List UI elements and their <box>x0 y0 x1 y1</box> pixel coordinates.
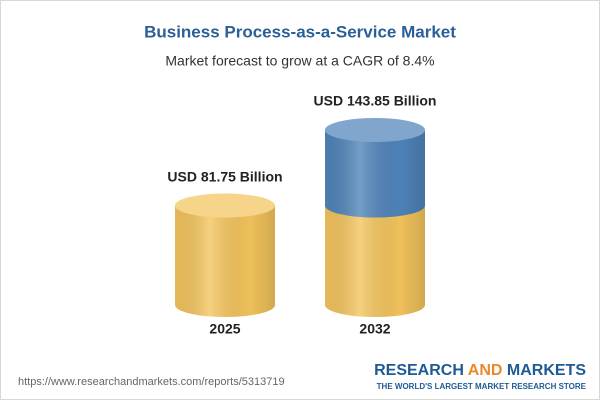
value-label: USD 143.85 Billion <box>314 93 437 109</box>
cylinder-top-highlight <box>325 118 425 142</box>
tagline: THE WORLD'S LARGEST MARKET RESEARCH STOR… <box>377 382 587 391</box>
chart-title: Business Process-as-a-Service Market <box>144 22 456 41</box>
cylinder-shade <box>325 205 425 305</box>
x-tick-label: 2025 <box>209 321 240 337</box>
cylinder-top-highlight <box>175 193 275 218</box>
cylinder-top <box>325 118 425 142</box>
chart-subtitle: Market forecast to grow at a CAGR of 8.4… <box>165 53 434 69</box>
value-label: USD 81.75 Billion <box>167 168 282 184</box>
cylinder-shade <box>175 205 275 305</box>
brand-part: RESEARCH <box>374 362 464 379</box>
source-url: https://www.researchandmarkets.com/repor… <box>18 376 285 388</box>
cylinder-top <box>175 193 275 218</box>
cylinder-shade <box>325 130 425 206</box>
x-tick-label: 2032 <box>359 321 390 337</box>
brand: RESEARCH AND MARKETS <box>374 362 586 379</box>
brand-part: AND <box>468 362 503 379</box>
brand-part: MARKETS <box>507 362 586 379</box>
